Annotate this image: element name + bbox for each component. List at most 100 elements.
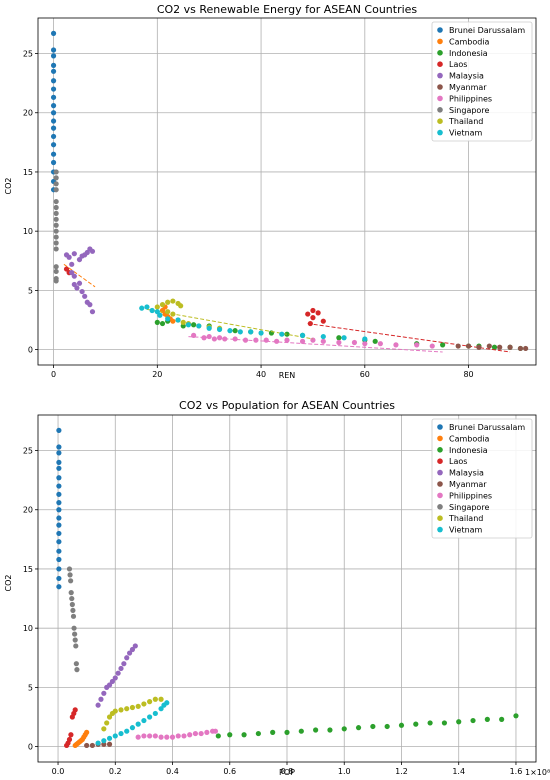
data-point: [187, 732, 193, 738]
data-point: [158, 696, 164, 702]
data-point: [248, 329, 254, 335]
plot-area: [56, 427, 519, 749]
legend-marker: [437, 118, 443, 124]
data-point: [56, 450, 62, 456]
data-point: [170, 298, 176, 304]
data-point: [70, 613, 77, 619]
data-point: [50, 125, 57, 131]
data-point: [126, 650, 133, 656]
data-point: [206, 333, 212, 340]
data-point: [72, 631, 78, 637]
legend-box: [431, 418, 533, 539]
data-point: [517, 345, 524, 352]
data-point: [284, 729, 290, 735]
plot-area: [50, 30, 529, 353]
data-point: [305, 311, 311, 317]
data-point: [53, 264, 59, 270]
x-axis-label: REN: [279, 371, 296, 380]
y-tick-label: 15: [23, 168, 33, 177]
data-point: [313, 727, 319, 733]
data-point: [50, 118, 57, 124]
data-point: [154, 319, 160, 325]
legend-marker: [437, 469, 443, 476]
trend-line: [146, 308, 314, 340]
data-point: [53, 234, 59, 240]
x-tick-label: 0.6: [223, 767, 236, 776]
legend-label: Indonesia: [449, 446, 488, 455]
data-point: [74, 285, 80, 291]
legend-label: Malaysia: [449, 72, 484, 81]
data-point: [56, 548, 62, 554]
data-point: [56, 444, 62, 450]
data-point: [50, 78, 57, 84]
data-point: [53, 246, 59, 252]
legend-marker: [437, 107, 443, 113]
chart-title: CO2 vs Renewable Energy for ASEAN Countr…: [157, 3, 418, 16]
data-point: [98, 696, 104, 702]
data-point: [327, 727, 333, 733]
legend-marker: [437, 504, 443, 510]
y-tick-label: 10: [23, 227, 33, 236]
x-tick-label: 0.4: [166, 767, 179, 776]
data-point: [84, 729, 90, 735]
data-point: [192, 730, 199, 737]
data-point: [310, 307, 316, 314]
data-point: [320, 318, 326, 324]
legend-label: Laos: [449, 60, 467, 69]
data-point: [66, 566, 73, 572]
y-tick-label: 5: [28, 683, 33, 692]
data-point: [241, 732, 247, 738]
legend-label: Myanmar: [449, 480, 487, 489]
data-point: [101, 690, 107, 696]
series: [64, 707, 78, 749]
data-point: [175, 733, 181, 739]
data-point: [129, 704, 136, 711]
data-point: [523, 345, 529, 352]
legend-label: Cambodia: [449, 37, 490, 46]
data-point: [427, 720, 433, 726]
data-point: [124, 655, 130, 661]
data-point: [50, 47, 57, 53]
data-point: [101, 741, 107, 747]
legend-label: Indonesia: [449, 49, 488, 58]
series: [63, 246, 96, 315]
x-tick-label: 0.8: [281, 767, 294, 776]
x-tick-label: 0.0: [52, 767, 65, 776]
data-point: [141, 733, 147, 739]
data-point: [196, 323, 202, 329]
data-point: [53, 228, 59, 234]
data-point: [270, 729, 276, 735]
legend: Brunei Darussalam Cambodia Indonesia Laos Ma…: [431, 21, 533, 142]
data-point: [147, 714, 153, 720]
data-point: [255, 730, 261, 737]
data-point: [429, 343, 435, 349]
x-tick-label: 0: [51, 370, 56, 379]
series: [139, 304, 368, 342]
legend-marker: [437, 50, 443, 56]
data-point: [470, 717, 476, 724]
data-point: [384, 723, 390, 730]
series: [84, 741, 113, 749]
data-point: [50, 86, 57, 92]
data-point: [355, 725, 362, 731]
data-point: [56, 584, 62, 590]
trend-line: [188, 336, 443, 353]
legend-marker: [437, 27, 443, 33]
data-point: [336, 339, 342, 346]
data-point: [50, 110, 57, 116]
data-point: [112, 733, 118, 739]
data-point: [118, 665, 124, 672]
data-point: [377, 341, 383, 347]
data-point: [53, 169, 59, 175]
x-axis-offset-text: 1×10⁸: [525, 768, 550, 777]
y-axis-label: CO2: [4, 178, 13, 195]
data-point: [253, 337, 259, 343]
legend-marker: [437, 424, 443, 430]
data-point: [95, 702, 101, 708]
series: [56, 427, 62, 590]
data-point: [115, 670, 121, 676]
data-point: [82, 293, 88, 299]
series: [72, 729, 90, 749]
legend-marker: [437, 458, 443, 465]
